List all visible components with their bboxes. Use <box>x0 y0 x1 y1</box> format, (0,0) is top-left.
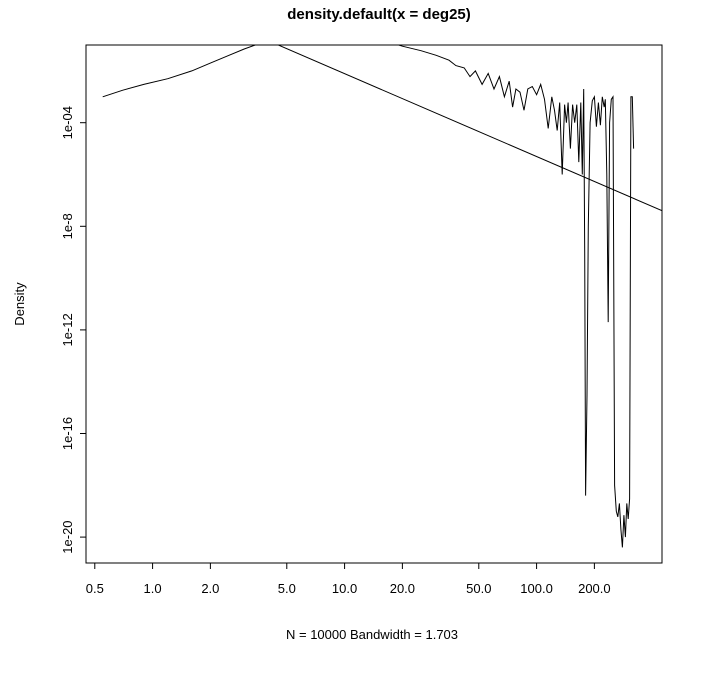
x-axis: 0.5 1.0 2.0 5.0 10.0 20.0 50.0 100.0 200.0 <box>86 563 611 596</box>
x-tick-label: 200.0 <box>578 581 611 596</box>
x-tick-label: 100.0 <box>520 581 553 596</box>
y-tick-label: 1e-04 <box>60 106 75 139</box>
y-axis-label: Density <box>12 282 27 326</box>
x-tick-label: 10.0 <box>332 581 357 596</box>
density-curve <box>102 45 635 548</box>
y-tick-label: 1e-20 <box>60 520 75 553</box>
series-layer <box>102 45 662 548</box>
x-tick-label: 0.5 <box>86 581 104 596</box>
y-tick-label: 1e-16 <box>60 417 75 450</box>
x-tick-label: 5.0 <box>278 581 296 596</box>
x-tick-label: 1.0 <box>144 581 162 596</box>
chart-title: density.default(x = deg25) <box>287 6 471 23</box>
x-tick-label: 20.0 <box>390 581 415 596</box>
x-tick-label: 2.0 <box>201 581 219 596</box>
reference-line <box>277 45 662 212</box>
y-tick-label: 1e-8 <box>60 213 75 239</box>
x-axis-label: N = 10000 Bandwidth = 1.703 <box>286 627 458 642</box>
x-tick-label: 50.0 <box>466 581 491 596</box>
y-tick-label: 1e-12 <box>60 313 75 346</box>
plot-frame <box>85 44 663 564</box>
y-axis: 1e-20 1e-16 1e-12 1e-8 1e-04 <box>60 106 86 554</box>
